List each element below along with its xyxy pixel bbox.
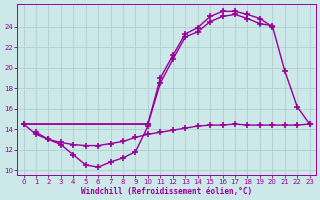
X-axis label: Windchill (Refroidissement éolien,°C): Windchill (Refroidissement éolien,°C) [81, 187, 252, 196]
